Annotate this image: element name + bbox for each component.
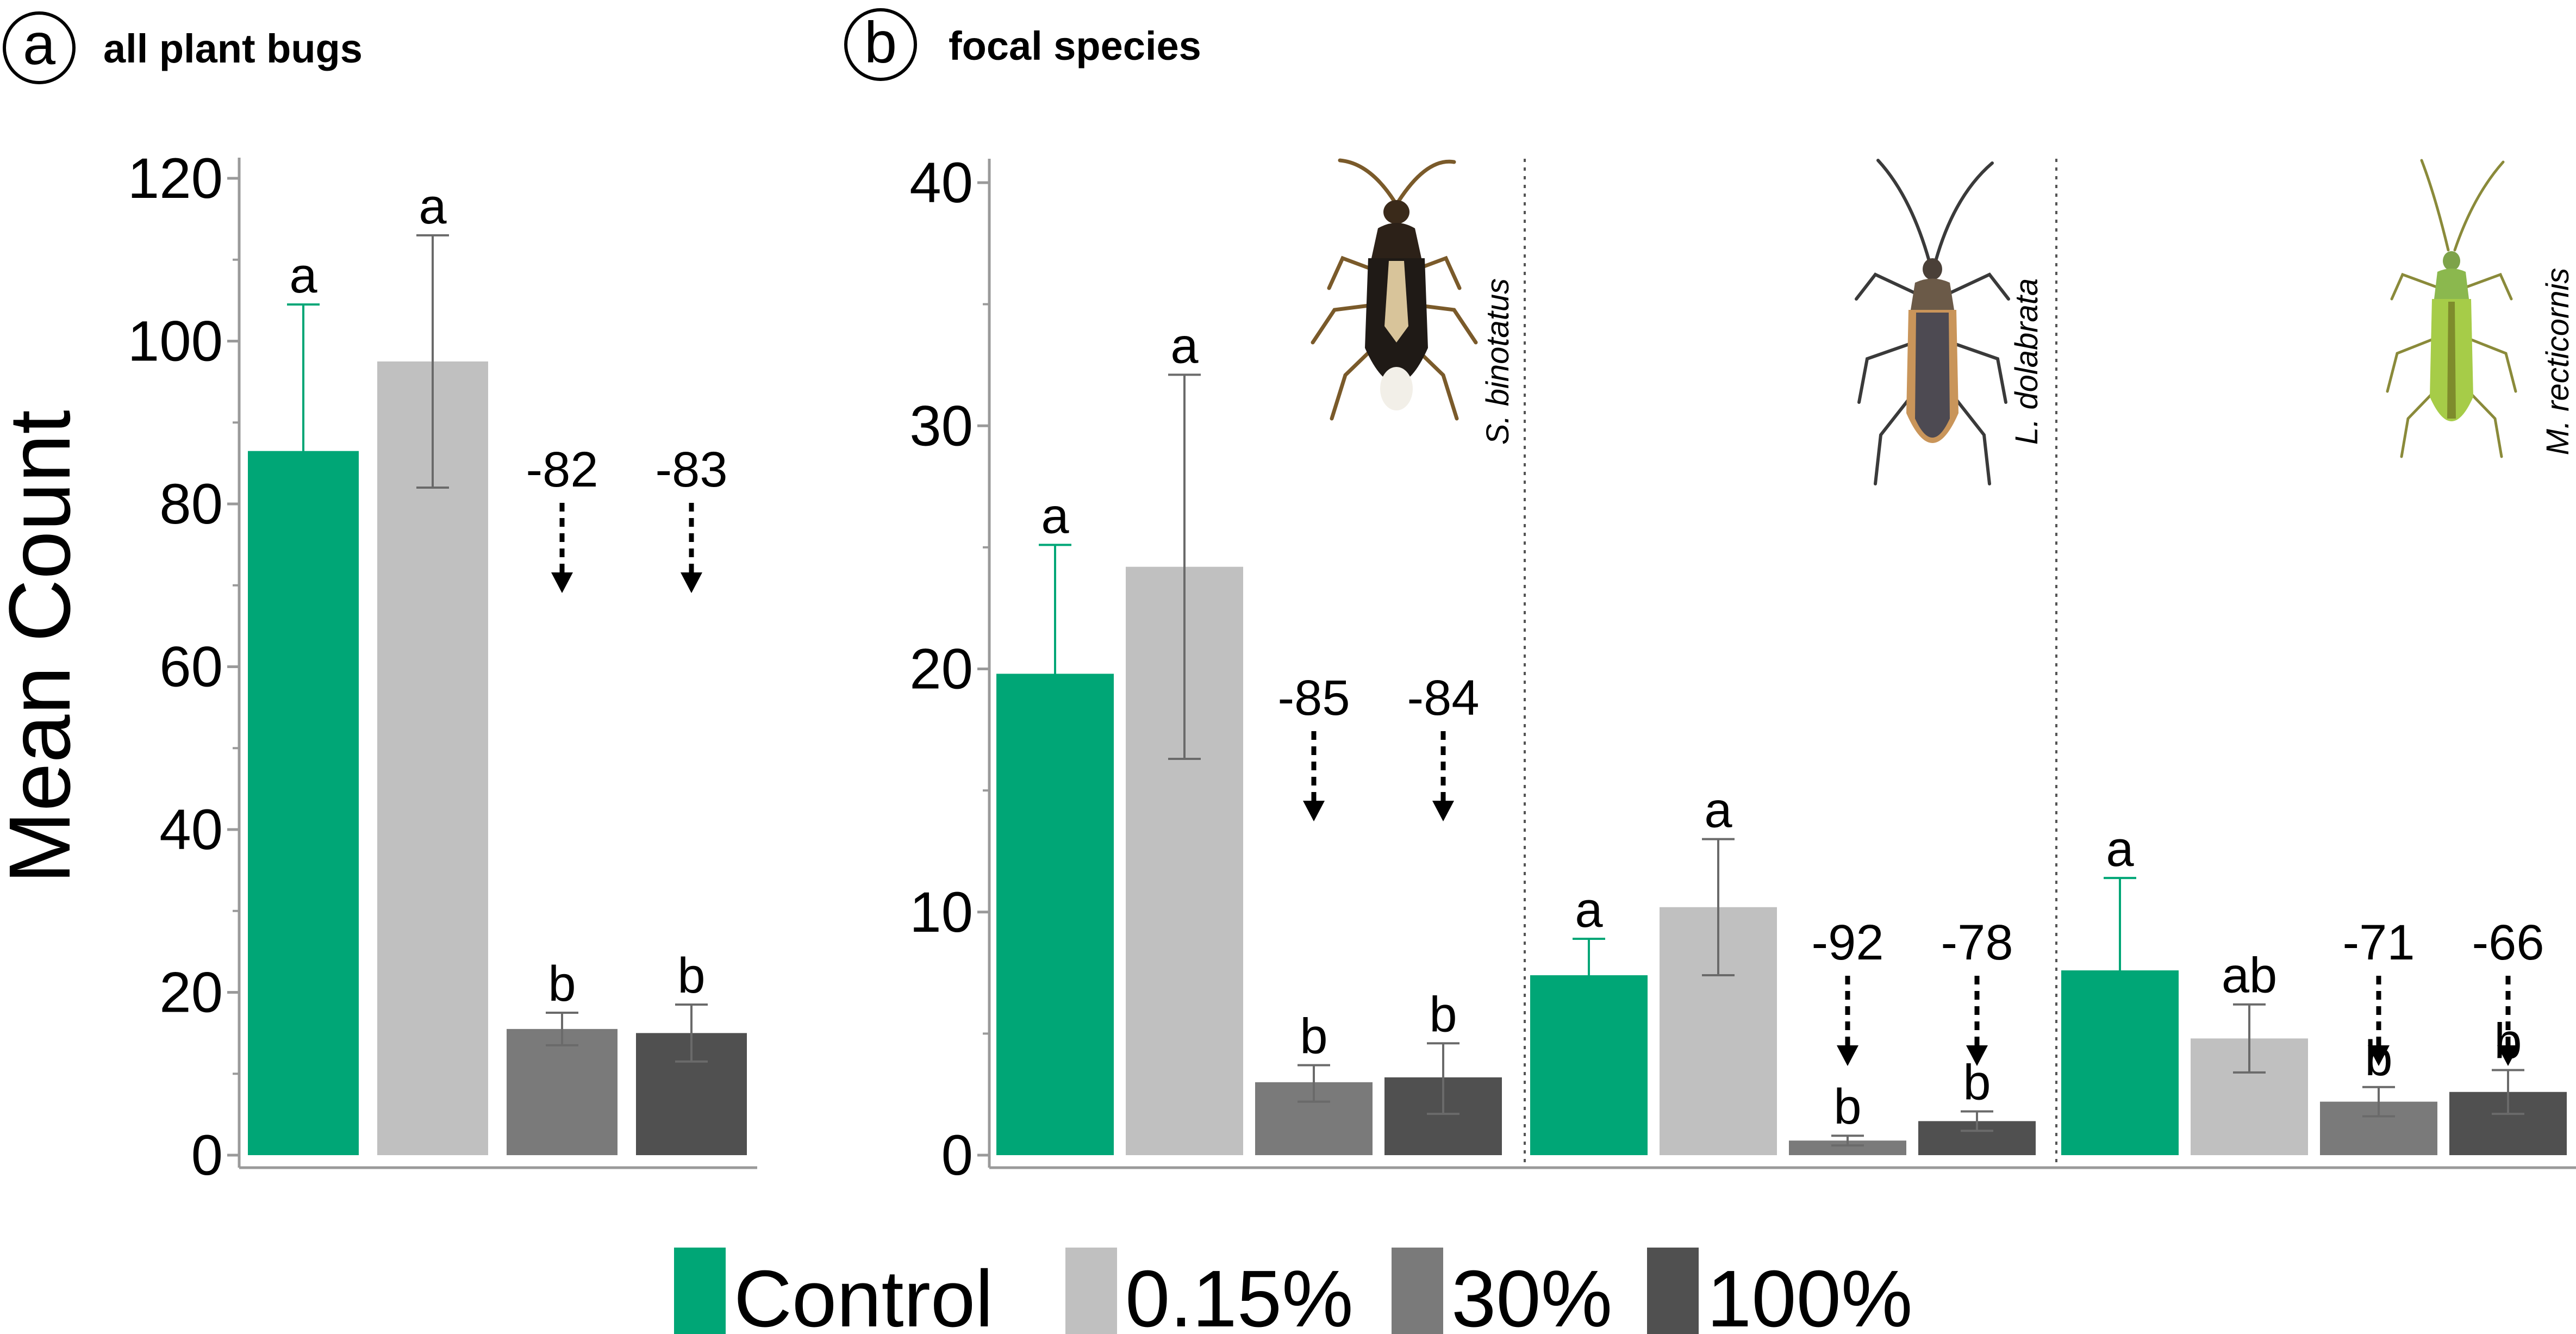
percent-change-label: -66 [2472, 915, 2544, 970]
y-tick-label: 0 [191, 1124, 223, 1187]
percent-change-label: -83 [656, 442, 728, 497]
decrease-arrow-head [1837, 1045, 1858, 1066]
decrease-arrow-head [681, 572, 702, 593]
percent-change-label: -92 [1812, 915, 1884, 970]
panel-a-circle [3, 11, 76, 84]
legend-swatch [1647, 1248, 1699, 1334]
legend: Control 0.15% 30% 100% [674, 1248, 1913, 1334]
legend-swatch [674, 1248, 726, 1334]
panel-b-title: focal species [949, 23, 1201, 68]
significance-letter: b [548, 956, 576, 1012]
percent-change-label: -82 [526, 442, 598, 497]
decrease-arrow-head [1303, 801, 1325, 821]
panel-a-title: all plant bugs [103, 26, 363, 71]
significance-letter: a [419, 179, 447, 234]
decrease-arrow-head [1432, 801, 1454, 821]
legend-label: 100% [1707, 1254, 1913, 1334]
percent-change-label: -85 [1278, 670, 1350, 726]
species-label-s-binotatus: S. binotatus [1480, 278, 1515, 445]
panel-b-y-ticks: 0 10 20 30 40 [909, 151, 989, 1187]
percent-change-label: -84 [1407, 670, 1480, 726]
y-tick-label: 20 [159, 961, 223, 1025]
significance-letter: a [1575, 882, 1603, 938]
decrease-arrow-head [551, 572, 573, 593]
y-tick-label: 40 [909, 151, 973, 215]
percent-change-label: -78 [1941, 915, 2013, 970]
decrease-arrow-head [1966, 1045, 1988, 1066]
panel-a-y-ticks: 0 20 40 60 80 100 120 [128, 147, 239, 1187]
y-tick-label: 120 [128, 147, 223, 210]
panel-a-plot: 0 20 40 60 80 100 120 a a b -82 b -83 [128, 147, 757, 1187]
significance-letter: a [1041, 488, 1069, 544]
legend-swatch [1392, 1248, 1443, 1334]
panel-a-letter: a [23, 11, 56, 77]
significance-letter: a [1704, 783, 1732, 838]
y-tick-label: 20 [909, 638, 973, 701]
significance-letter: b [1300, 1009, 1327, 1064]
panel-b-letter: b [864, 9, 897, 75]
decrease-arrow-head [2368, 1045, 2390, 1066]
significance-letter: ab [2222, 948, 2277, 1003]
panel-b-circle [844, 8, 917, 81]
panel-a-bars: a a b -82 b -83 [248, 179, 747, 1155]
y-tick-label: 80 [159, 472, 223, 536]
panel-b-header: b focal species [844, 8, 1201, 81]
y-tick-label: 0 [941, 1124, 973, 1187]
bar-015pct [377, 361, 488, 1155]
insect-s-binotatus-illustration [1311, 158, 1478, 421]
y-axis-label: Mean Count [0, 410, 88, 884]
species-label-l-dolabrata: L. dolabrata [2009, 278, 2044, 445]
y-tick-label: 40 [159, 798, 223, 862]
legend-label: Control [734, 1254, 993, 1334]
percent-change-label: -71 [2343, 915, 2415, 970]
y-tick-label: 60 [159, 635, 223, 699]
significance-letter: a [1170, 318, 1199, 373]
significance-letter: a [289, 248, 317, 303]
significance-letter: b [1833, 1079, 1861, 1134]
bar-30pct [507, 1028, 618, 1155]
significance-letter: a [2106, 821, 2134, 877]
significance-letter: b [677, 948, 705, 1003]
insect-m-recticornis-illustration [2386, 159, 2517, 458]
panel-a-header: a all plant bugs [3, 11, 363, 84]
species-label-m-recticornis: M. recticornis [2540, 268, 2575, 456]
legend-label: 0.15% [1125, 1254, 1354, 1334]
decrease-arrow-head [2497, 1045, 2519, 1066]
significance-letter: b [1429, 987, 1457, 1042]
y-tick-label: 100 [128, 310, 223, 373]
legend-label: 30% [1451, 1254, 1612, 1334]
legend-swatch [1065, 1248, 1117, 1334]
y-tick-label: 30 [909, 394, 973, 458]
insect-l-dolabrata-illustration [1855, 159, 2010, 485]
y-tick-label: 10 [909, 881, 973, 944]
